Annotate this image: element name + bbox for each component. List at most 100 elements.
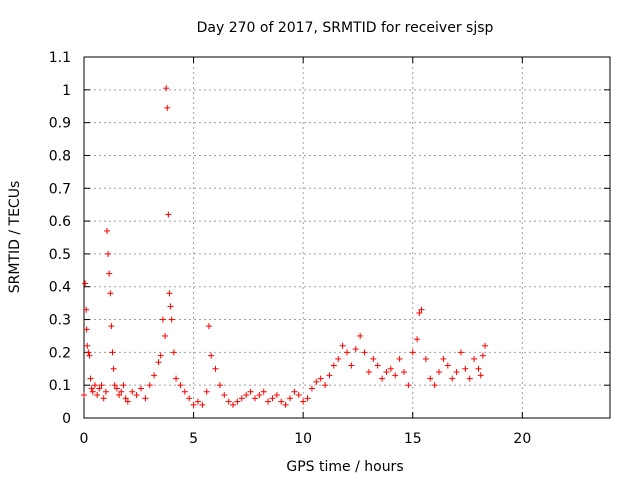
data-point — [291, 388, 298, 395]
data-point — [357, 332, 364, 339]
data-point — [167, 303, 174, 310]
data-point — [83, 326, 90, 333]
data-point — [479, 352, 486, 359]
y-tick-label: 0 — [62, 411, 71, 427]
data-point — [365, 369, 372, 376]
y-tick-label: 0.6 — [49, 214, 71, 230]
data-point — [449, 375, 456, 382]
data-point — [86, 352, 93, 359]
data-point — [475, 365, 482, 372]
data-point — [436, 369, 443, 376]
data-point — [335, 355, 342, 362]
data-point — [471, 355, 478, 362]
data-point — [170, 349, 177, 356]
data-point — [392, 372, 399, 379]
data-point — [265, 398, 272, 405]
data-point — [304, 395, 311, 402]
data-point — [221, 392, 228, 399]
x-tick-label: 5 — [189, 431, 198, 447]
data-point — [107, 290, 114, 297]
data-point — [278, 398, 285, 405]
data-point — [361, 349, 368, 356]
data-point — [205, 323, 212, 330]
data-point — [348, 362, 355, 369]
data-point — [85, 349, 92, 356]
data-point — [155, 359, 162, 366]
data-point — [440, 355, 447, 362]
data-point — [83, 306, 90, 313]
data-point — [282, 401, 289, 408]
y-axis-label: SRMTID / TECUs — [7, 181, 23, 294]
data-point — [431, 382, 438, 389]
data-point — [118, 388, 125, 395]
x-tick-label: 15 — [404, 431, 422, 447]
data-point — [194, 398, 201, 405]
data-point — [466, 375, 473, 382]
data-point — [453, 369, 460, 376]
x-tick-label: 0 — [80, 431, 89, 447]
y-tick-label: 1 — [62, 83, 71, 99]
data-point — [87, 375, 94, 382]
data-point — [251, 395, 258, 402]
data-point — [190, 401, 197, 408]
data-point — [165, 211, 172, 218]
data-point — [383, 369, 390, 376]
data-point — [269, 395, 276, 402]
data-point — [409, 349, 416, 356]
data-point — [418, 306, 425, 313]
data-point — [137, 385, 144, 392]
data-point — [96, 385, 103, 392]
data-point — [405, 382, 412, 389]
data-point — [91, 382, 98, 389]
data-point — [120, 382, 127, 389]
data-point — [146, 382, 153, 389]
data-point — [422, 355, 429, 362]
data-point — [110, 365, 117, 372]
data-point — [482, 342, 489, 349]
data-point — [308, 385, 315, 392]
data-point — [396, 355, 403, 362]
data-point — [177, 382, 184, 389]
data-point — [124, 398, 131, 405]
data-point — [295, 392, 302, 399]
y-tick-label: 0.7 — [49, 181, 71, 197]
axis-ticks: 0 0.1 0.2 0.3 0.4 0.5 0.6 0.7 0.8 0.9 1 1.1 0 5 10 15 20 — [49, 50, 610, 447]
data-point — [82, 280, 89, 287]
data-point — [330, 362, 337, 369]
data-point — [427, 375, 434, 382]
data-point — [111, 382, 118, 389]
data-point — [94, 392, 101, 399]
data-point — [300, 398, 307, 405]
data-point — [102, 388, 109, 395]
y-tick-label: 0.4 — [49, 280, 71, 296]
data-point — [109, 349, 116, 356]
data-point — [166, 290, 173, 297]
data-point — [113, 385, 120, 392]
data-point — [326, 372, 333, 379]
x-tick-label: 20 — [513, 431, 531, 447]
data-point — [186, 395, 193, 402]
data-point — [157, 352, 164, 359]
data-point — [416, 309, 423, 316]
data-point — [208, 352, 215, 359]
x-tick-label: 10 — [294, 431, 312, 447]
data-point — [230, 401, 237, 408]
data-point — [164, 104, 171, 111]
data-point — [151, 372, 158, 379]
data-point — [199, 401, 206, 408]
data-point — [287, 395, 294, 402]
data-point — [106, 270, 113, 277]
data-point — [81, 392, 87, 399]
data-point — [387, 365, 394, 372]
grid-lines — [84, 57, 610, 418]
data-point — [216, 382, 223, 389]
data-point — [370, 355, 377, 362]
plot-frame — [83, 56, 611, 419]
data-point — [477, 372, 484, 379]
data-point — [352, 346, 359, 353]
data-point — [444, 362, 451, 369]
y-tick-label: 0.1 — [49, 378, 71, 394]
data-point — [234, 398, 241, 405]
data-point — [457, 349, 464, 356]
data-point — [243, 392, 250, 399]
